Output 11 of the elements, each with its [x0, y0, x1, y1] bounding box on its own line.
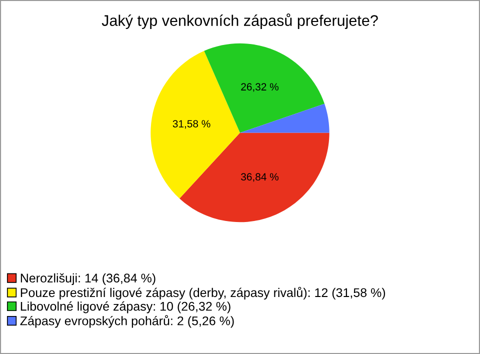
legend-label: Nerozlišuji: 14 (36,84 %): [20, 273, 156, 285]
pie-slice: [180, 132, 330, 222]
pie-slice: [150, 50, 240, 198]
data-label: 36,84 %: [241, 173, 278, 182]
legend-label: Pouze prestižní ligové zápasy (derby, zápasy rivalů): 12 (31,58 %): [20, 286, 386, 300]
pie-slice: [240, 104, 330, 133]
data-label: 31,58 %: [172, 120, 210, 129]
legend-label: Libovolné ligové zápasy: 10 (26,32 %): [20, 301, 230, 314]
chart-title: Jaký typ venkovních zápasů preferujete?: [102, 13, 378, 29]
legend-label: Zápasy evropských pohárů: 2 (5,26 %): [20, 315, 234, 328]
data-label: 26,32 %: [241, 83, 278, 92]
